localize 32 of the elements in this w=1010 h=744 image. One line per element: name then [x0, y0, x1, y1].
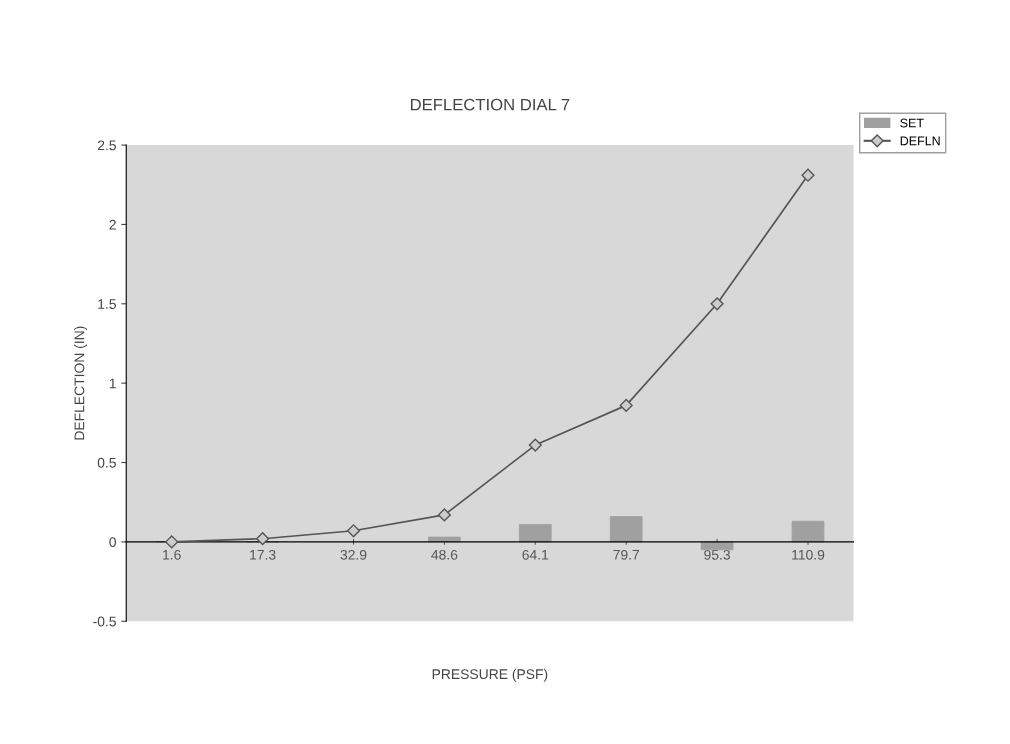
y-tick-label: 2	[109, 219, 116, 230]
y-tick-label: 2.5	[97, 140, 116, 151]
y-axis-title: DEFLECTION (IN)	[74, 326, 88, 440]
y-tick-label: 0.5	[97, 457, 116, 468]
point	[346, 524, 361, 538]
x-tick-label: 79.7	[613, 549, 640, 560]
point	[165, 535, 179, 549]
point	[528, 438, 542, 452]
x-tick-label: 17.3	[250, 549, 276, 560]
point	[710, 297, 724, 311]
x-tick-label: 110.9	[792, 549, 825, 560]
point	[437, 508, 451, 522]
legend-label: SET	[900, 118, 924, 128]
bar	[428, 536, 461, 543]
bar	[518, 524, 552, 543]
x-tick-label: 95.3	[704, 549, 731, 560]
point	[801, 168, 815, 182]
point	[619, 398, 633, 412]
y-tick-label: 1	[109, 378, 116, 389]
y-tick-label: -0.5	[93, 616, 116, 627]
bar	[791, 520, 825, 543]
x-tick-label: 1.6	[163, 549, 181, 560]
legend-label: DEFLN	[900, 136, 940, 146]
y-tick-label: 0	[109, 537, 116, 548]
y-tick-label: 1.5	[98, 299, 116, 309]
x-axis-title: PRESSURE (PSF)	[432, 668, 548, 682]
x-tick-label: 64.1	[522, 549, 549, 560]
point	[256, 532, 270, 546]
chart-title: DEFLECTION DIAL 7	[410, 98, 570, 111]
x-tick-label: 48.6	[431, 549, 458, 560]
x-tick-label: 32.9	[340, 549, 367, 560]
bar	[609, 516, 643, 543]
